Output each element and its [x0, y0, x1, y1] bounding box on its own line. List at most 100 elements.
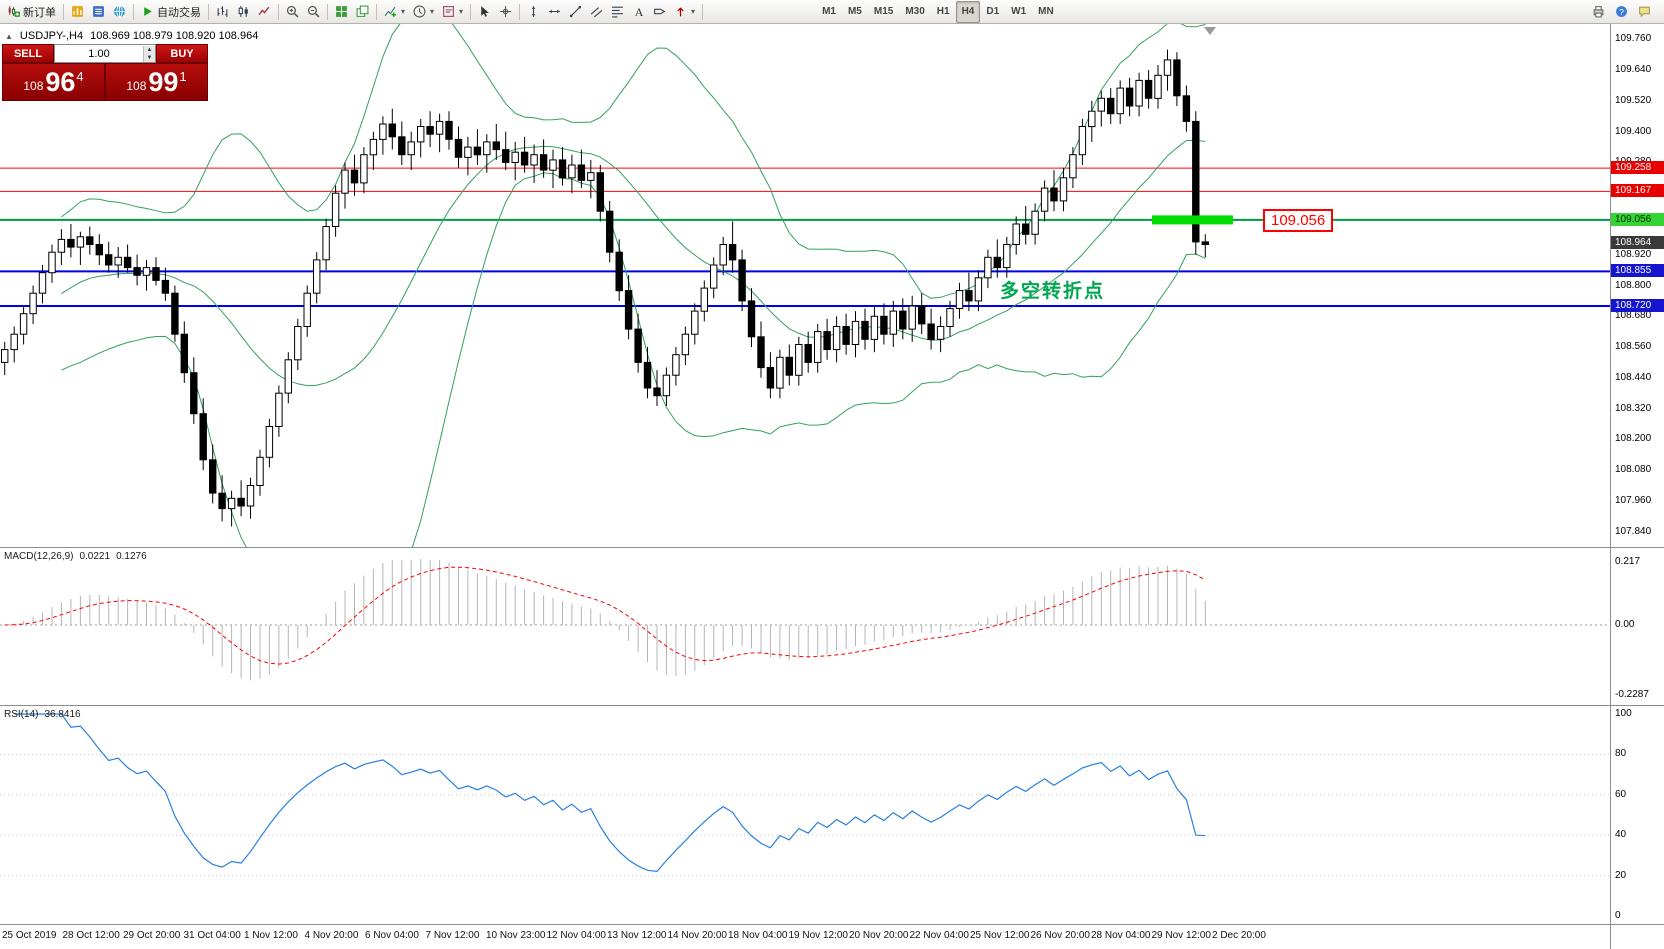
time-label: 25 Nov 12:00 — [970, 930, 1030, 941]
line-chart-mode-button[interactable] — [254, 1, 275, 23]
candlestick-mode-button[interactable] — [233, 1, 254, 23]
indicators-button[interactable]: ▾ — [380, 1, 409, 23]
buy-price-button[interactable]: 108 99 1 — [105, 63, 208, 101]
channel-tool-button[interactable] — [586, 1, 607, 23]
new-order-label: 新订单 — [23, 6, 56, 19]
buy-button[interactable]: BUY — [156, 44, 208, 63]
timeframe-button-mn[interactable]: MN — [1038, 6, 1054, 17]
time-label: 2 Dec 20:00 — [1212, 930, 1266, 941]
macd-main-value: 0.0221 — [79, 551, 111, 562]
volume-value[interactable]: 1.00 — [88, 47, 110, 60]
text-tool-icon: A — [632, 5, 645, 18]
horizontal-line-tool-button[interactable] — [544, 1, 565, 23]
toolbar-separator — [133, 3, 134, 20]
macd-scale-bottom: -0.2287 — [1615, 689, 1649, 700]
price-marker: 109.167 — [1611, 184, 1664, 198]
zoom-in-button[interactable] — [282, 1, 303, 23]
timeframe-button-m1[interactable]: M1 — [822, 6, 836, 17]
time-axis-border — [0, 924, 1664, 925]
time-label: 28 Nov 04:00 — [1091, 930, 1151, 941]
text-tool-button[interactable]: A — [628, 1, 649, 23]
price-tick: 108.440 — [1615, 371, 1652, 383]
fibonacci-icon — [611, 5, 624, 18]
rsi-scale-level: 80 — [1615, 748, 1627, 760]
arrows-tool-button[interactable]: ▾ — [670, 1, 699, 23]
templates-icon — [442, 5, 455, 18]
price-tick: 108.800 — [1615, 279, 1652, 291]
new-order-button[interactable]: 新订单 — [3, 1, 60, 23]
help-button[interactable]: ? — [1611, 1, 1632, 23]
feedback-button[interactable] — [1634, 1, 1655, 23]
market-watch-button[interactable] — [67, 1, 88, 23]
time-label: 22 Nov 04:00 — [909, 930, 970, 941]
bar-chart-mode-button[interactable] — [212, 1, 233, 23]
main-chart[interactable] — [0, 24, 1610, 547]
tile-windows-button[interactable] — [331, 1, 352, 23]
chart-ohlc-values: 108.969 108.979 108.920 108.964 — [90, 30, 259, 42]
fibonacci-tool-button[interactable] — [607, 1, 628, 23]
timeframe-button-m30[interactable]: M30 — [905, 6, 925, 17]
rsi-scale-level: 60 — [1615, 788, 1627, 800]
timeframe-button-m5[interactable]: M5 — [847, 6, 862, 17]
timeframe-button-h1[interactable]: H1 — [936, 6, 950, 17]
rsi-value: 36.8416 — [44, 709, 81, 720]
sell-price-button[interactable]: 108 96 4 — [2, 63, 105, 101]
navigator-icon — [113, 5, 126, 18]
data-window-icon — [92, 5, 105, 18]
oneclick-toggle-icon[interactable]: ▲ — [5, 31, 13, 41]
timeframe-button-d1[interactable]: D1 — [986, 6, 1000, 17]
price-marker: 108.720 — [1611, 299, 1664, 312]
timeframe-button-m15[interactable]: M15 — [873, 6, 894, 17]
chart-area: ▲ USDJPY-,H4 108.969 108.979 108.920 108… — [0, 24, 1610, 949]
annotation-text[interactable]: 多空转折点 — [1000, 281, 1106, 302]
timeframe-button-h4[interactable]: H4 — [955, 0, 981, 23]
print-button[interactable] — [1588, 1, 1609, 23]
crosshair-tool-button[interactable] — [495, 1, 516, 23]
time-label: 18 Nov 04:00 — [728, 930, 788, 941]
volume-stepper[interactable]: ▲ ▼ — [143, 45, 155, 62]
timeframe-button-w1[interactable]: W1 — [1011, 6, 1027, 17]
price-level-label[interactable]: 109.056 — [1263, 209, 1334, 232]
zoom-out-button[interactable] — [303, 1, 324, 23]
macd-panel[interactable] — [0, 548, 1610, 705]
pane-splitter-macd[interactable] — [0, 547, 1664, 548]
stepper-down-icon[interactable]: ▼ — [144, 53, 155, 62]
label-tool-icon — [653, 5, 666, 18]
auto-trading-button[interactable]: 自动交易 — [137, 1, 205, 23]
navigator-button[interactable] — [109, 1, 130, 23]
caret-down-icon: ▾ — [459, 7, 464, 16]
price-tick: 108.920 — [1615, 248, 1652, 260]
rsi-scale-level: 100 — [1615, 708, 1632, 719]
periods-button[interactable]: ▾ — [409, 1, 438, 23]
trendline-tool-button[interactable] — [565, 1, 586, 23]
pane-splitter-rsi[interactable] — [0, 705, 1664, 706]
sell-button[interactable]: SELL — [2, 44, 54, 63]
toolbar-buttons: 新订单 自动交易 ▾ ▾ ▾ A ▾ — [3, 1, 706, 23]
time-label: 29 Oct 20:00 — [123, 930, 181, 941]
rsi-panel[interactable] — [0, 706, 1610, 924]
stepper-up-icon[interactable]: ▲ — [144, 45, 155, 54]
rsi-label: RSI(14) 36.8416 — [4, 709, 81, 720]
time-label: 7 Nov 12:00 — [425, 930, 480, 941]
volume-field[interactable]: 1.00 ▲ ▼ — [54, 44, 156, 63]
templates-button[interactable]: ▾ — [438, 1, 467, 23]
price-scale[interactable]: 109.760109.640109.520109.400109.280109.1… — [1610, 24, 1664, 949]
hline-icon — [548, 5, 561, 18]
price-tick: 107.960 — [1615, 494, 1652, 506]
sell-price-sup: 4 — [76, 68, 84, 84]
chart-symbol-period: USDJPY-,H4 — [19, 30, 84, 42]
cursor-tool-button[interactable] — [474, 1, 495, 23]
svg-text:A: A — [635, 5, 644, 18]
vertical-line-tool-button[interactable] — [523, 1, 544, 23]
time-axis[interactable]: 25 Oct 2019 28 Oct 12:00 29 Oct 20:00 31 Oc… — [0, 925, 1610, 949]
price-marker: 109.056 — [1611, 212, 1664, 226]
label-tool-button[interactable] — [649, 1, 670, 23]
rsi-scale-level: 40 — [1615, 829, 1627, 841]
cascade-windows-button[interactable] — [352, 1, 373, 23]
time-label: 20 Nov 20:00 — [849, 930, 909, 941]
toolbar: 新订单 自动交易 ▾ ▾ ▾ A ▾ M1 M5 M15 M30 H1 H4 D1 W1 MN ? — [0, 0, 1664, 24]
data-window-button[interactable] — [88, 1, 109, 23]
time-label: 19 Nov 12:00 — [788, 930, 849, 941]
candle-chart-icon — [237, 5, 250, 18]
